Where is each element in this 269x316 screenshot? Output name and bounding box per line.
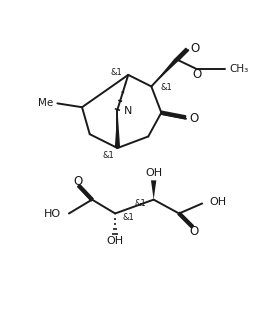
Text: O: O: [190, 112, 199, 125]
Text: &1: &1: [110, 68, 122, 77]
Text: OH: OH: [145, 168, 162, 179]
Text: N: N: [124, 106, 132, 116]
Polygon shape: [115, 110, 120, 148]
Text: O: O: [73, 175, 83, 188]
Text: &1: &1: [134, 199, 146, 208]
Text: O: O: [191, 42, 200, 55]
Text: &1: &1: [161, 83, 172, 93]
Text: CH₃: CH₃: [229, 64, 248, 74]
Polygon shape: [151, 58, 178, 87]
Text: Me: Me: [38, 98, 54, 108]
Polygon shape: [151, 180, 156, 200]
Text: OH: OH: [210, 197, 227, 207]
Text: &1: &1: [123, 213, 134, 222]
Text: OH: OH: [107, 236, 124, 246]
Text: O: O: [189, 225, 198, 239]
Text: &1: &1: [102, 151, 114, 160]
Text: HO: HO: [44, 209, 61, 219]
Text: O: O: [192, 68, 201, 81]
